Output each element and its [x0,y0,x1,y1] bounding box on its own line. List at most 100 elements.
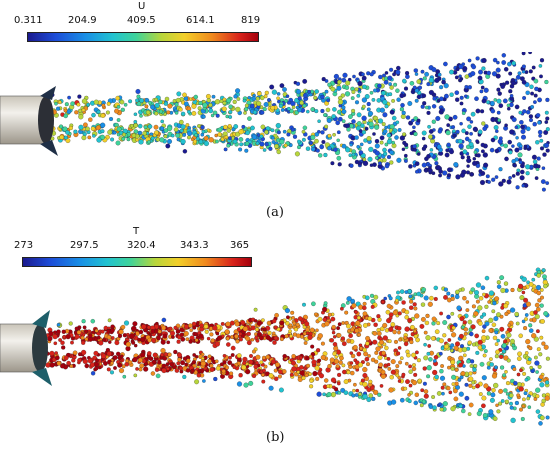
particle [279,337,284,342]
particle [434,374,439,380]
particle [446,385,451,391]
particle [227,360,233,365]
particle [375,346,381,352]
particle [390,322,396,327]
particle [275,362,280,368]
particle [514,157,519,162]
particle [178,366,184,371]
particle [414,392,419,397]
particle [279,139,285,145]
particle [158,99,163,105]
particle [232,365,237,370]
particle [147,124,153,129]
particle [534,302,540,308]
particle [545,181,550,185]
particle [482,126,487,131]
particle [404,361,409,366]
particle [537,129,543,135]
particle [82,358,88,365]
particle [405,115,411,120]
particle [77,358,82,363]
particle [110,328,115,333]
particle [326,384,331,389]
particle [166,110,171,115]
particle [534,314,540,320]
particle [525,90,530,95]
particle [226,97,232,104]
particle [446,173,452,178]
particle [49,350,55,356]
particle [389,67,394,72]
particle [498,388,504,394]
particle [484,275,490,281]
particle [185,368,191,373]
particle [398,337,402,342]
particle [383,296,387,301]
particle [389,85,394,90]
particle [236,381,243,387]
particle [389,160,394,165]
particle [379,384,384,388]
particle [225,114,229,119]
particle [455,341,460,347]
particle [536,307,541,312]
particle [439,375,446,381]
particle [355,388,360,393]
particle [545,127,550,132]
particle [249,103,255,109]
particle [337,116,343,122]
particle [409,81,415,86]
particle [150,136,155,141]
particle [441,79,446,85]
particle [189,328,193,332]
particle [322,392,326,397]
particle [184,324,189,330]
particle [458,78,463,82]
particle [511,80,516,86]
particle [88,333,93,338]
particle [214,359,219,364]
particle [137,337,141,342]
particle [545,415,550,420]
particle [161,325,167,331]
particle [74,110,79,115]
particle [372,162,377,167]
particle [354,393,359,397]
particle [356,112,362,118]
particle [133,373,138,378]
particle [468,139,472,143]
particle [198,100,203,106]
particle [502,373,507,378]
particle [450,343,455,348]
particle [432,405,437,410]
particle [119,354,124,359]
particle [49,362,55,368]
particle [319,144,325,150]
particle [284,308,290,314]
particle [356,121,362,127]
particle [264,129,269,135]
particle [80,335,85,340]
particle [331,324,336,330]
particle [110,336,115,340]
particle [499,314,504,319]
particle [65,138,71,144]
particle [147,337,152,343]
particle [367,111,374,117]
particle [368,379,373,384]
particle [251,96,256,101]
particle [152,352,158,358]
particle [291,366,297,372]
particle [174,102,179,107]
particle [330,316,336,322]
particle [540,295,544,300]
particle [151,337,157,343]
particle [512,163,517,168]
particle [154,102,160,108]
particle [496,98,502,104]
particle [489,147,495,153]
particle [358,392,362,396]
particle [332,107,337,112]
particle [378,161,382,166]
particle [366,71,371,76]
